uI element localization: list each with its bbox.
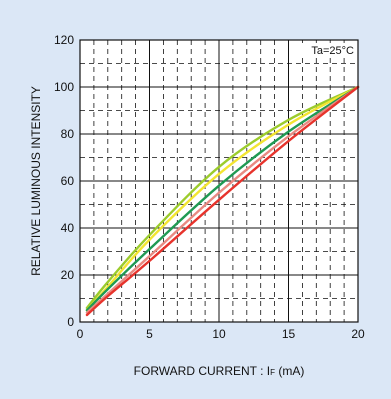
series-line-3 — [85, 85, 360, 312]
x-tick-label: 20 — [351, 327, 365, 341]
series-line-4 — [85, 85, 360, 314]
x-tick-label: 0 — [77, 327, 84, 341]
x-axis-label-unit: (mA) — [275, 364, 304, 378]
annotation-box — [302, 43, 355, 57]
x-axis-label: FORWARD CURRENT : IF (mA) — [134, 364, 305, 378]
y-tick-label: 120 — [54, 33, 74, 47]
x-axis-label-main: FORWARD CURRENT : I — [134, 364, 270, 378]
y-tick-label: 80 — [61, 127, 75, 141]
series-line-5 — [85, 85, 360, 317]
x-tick-label: 15 — [282, 327, 296, 341]
x-axis-label-sub: F — [270, 368, 275, 377]
x-tick-label: 5 — [146, 327, 153, 341]
y-tick-label: 20 — [61, 268, 75, 282]
temperature-annotation: Ta=25°C — [311, 45, 354, 57]
grid-lines — [80, 40, 358, 322]
tick-labels: 0 5 10 15 20 0 20 40 60 80 100 120 — [54, 33, 365, 341]
y-axis-label: RELATIVE LUMINOUS INTENSITY — [29, 86, 43, 276]
series-line-1 — [85, 85, 360, 310]
plot-border — [79, 39, 359, 323]
y-tick-label: 0 — [67, 315, 74, 329]
series-line-2 — [85, 85, 360, 312]
data-series — [85, 85, 360, 317]
y-tick-label: 60 — [61, 174, 75, 188]
y-tick-label: 40 — [61, 221, 75, 235]
y-tick-label: 100 — [54, 80, 74, 94]
x-tick-label: 10 — [212, 327, 226, 341]
